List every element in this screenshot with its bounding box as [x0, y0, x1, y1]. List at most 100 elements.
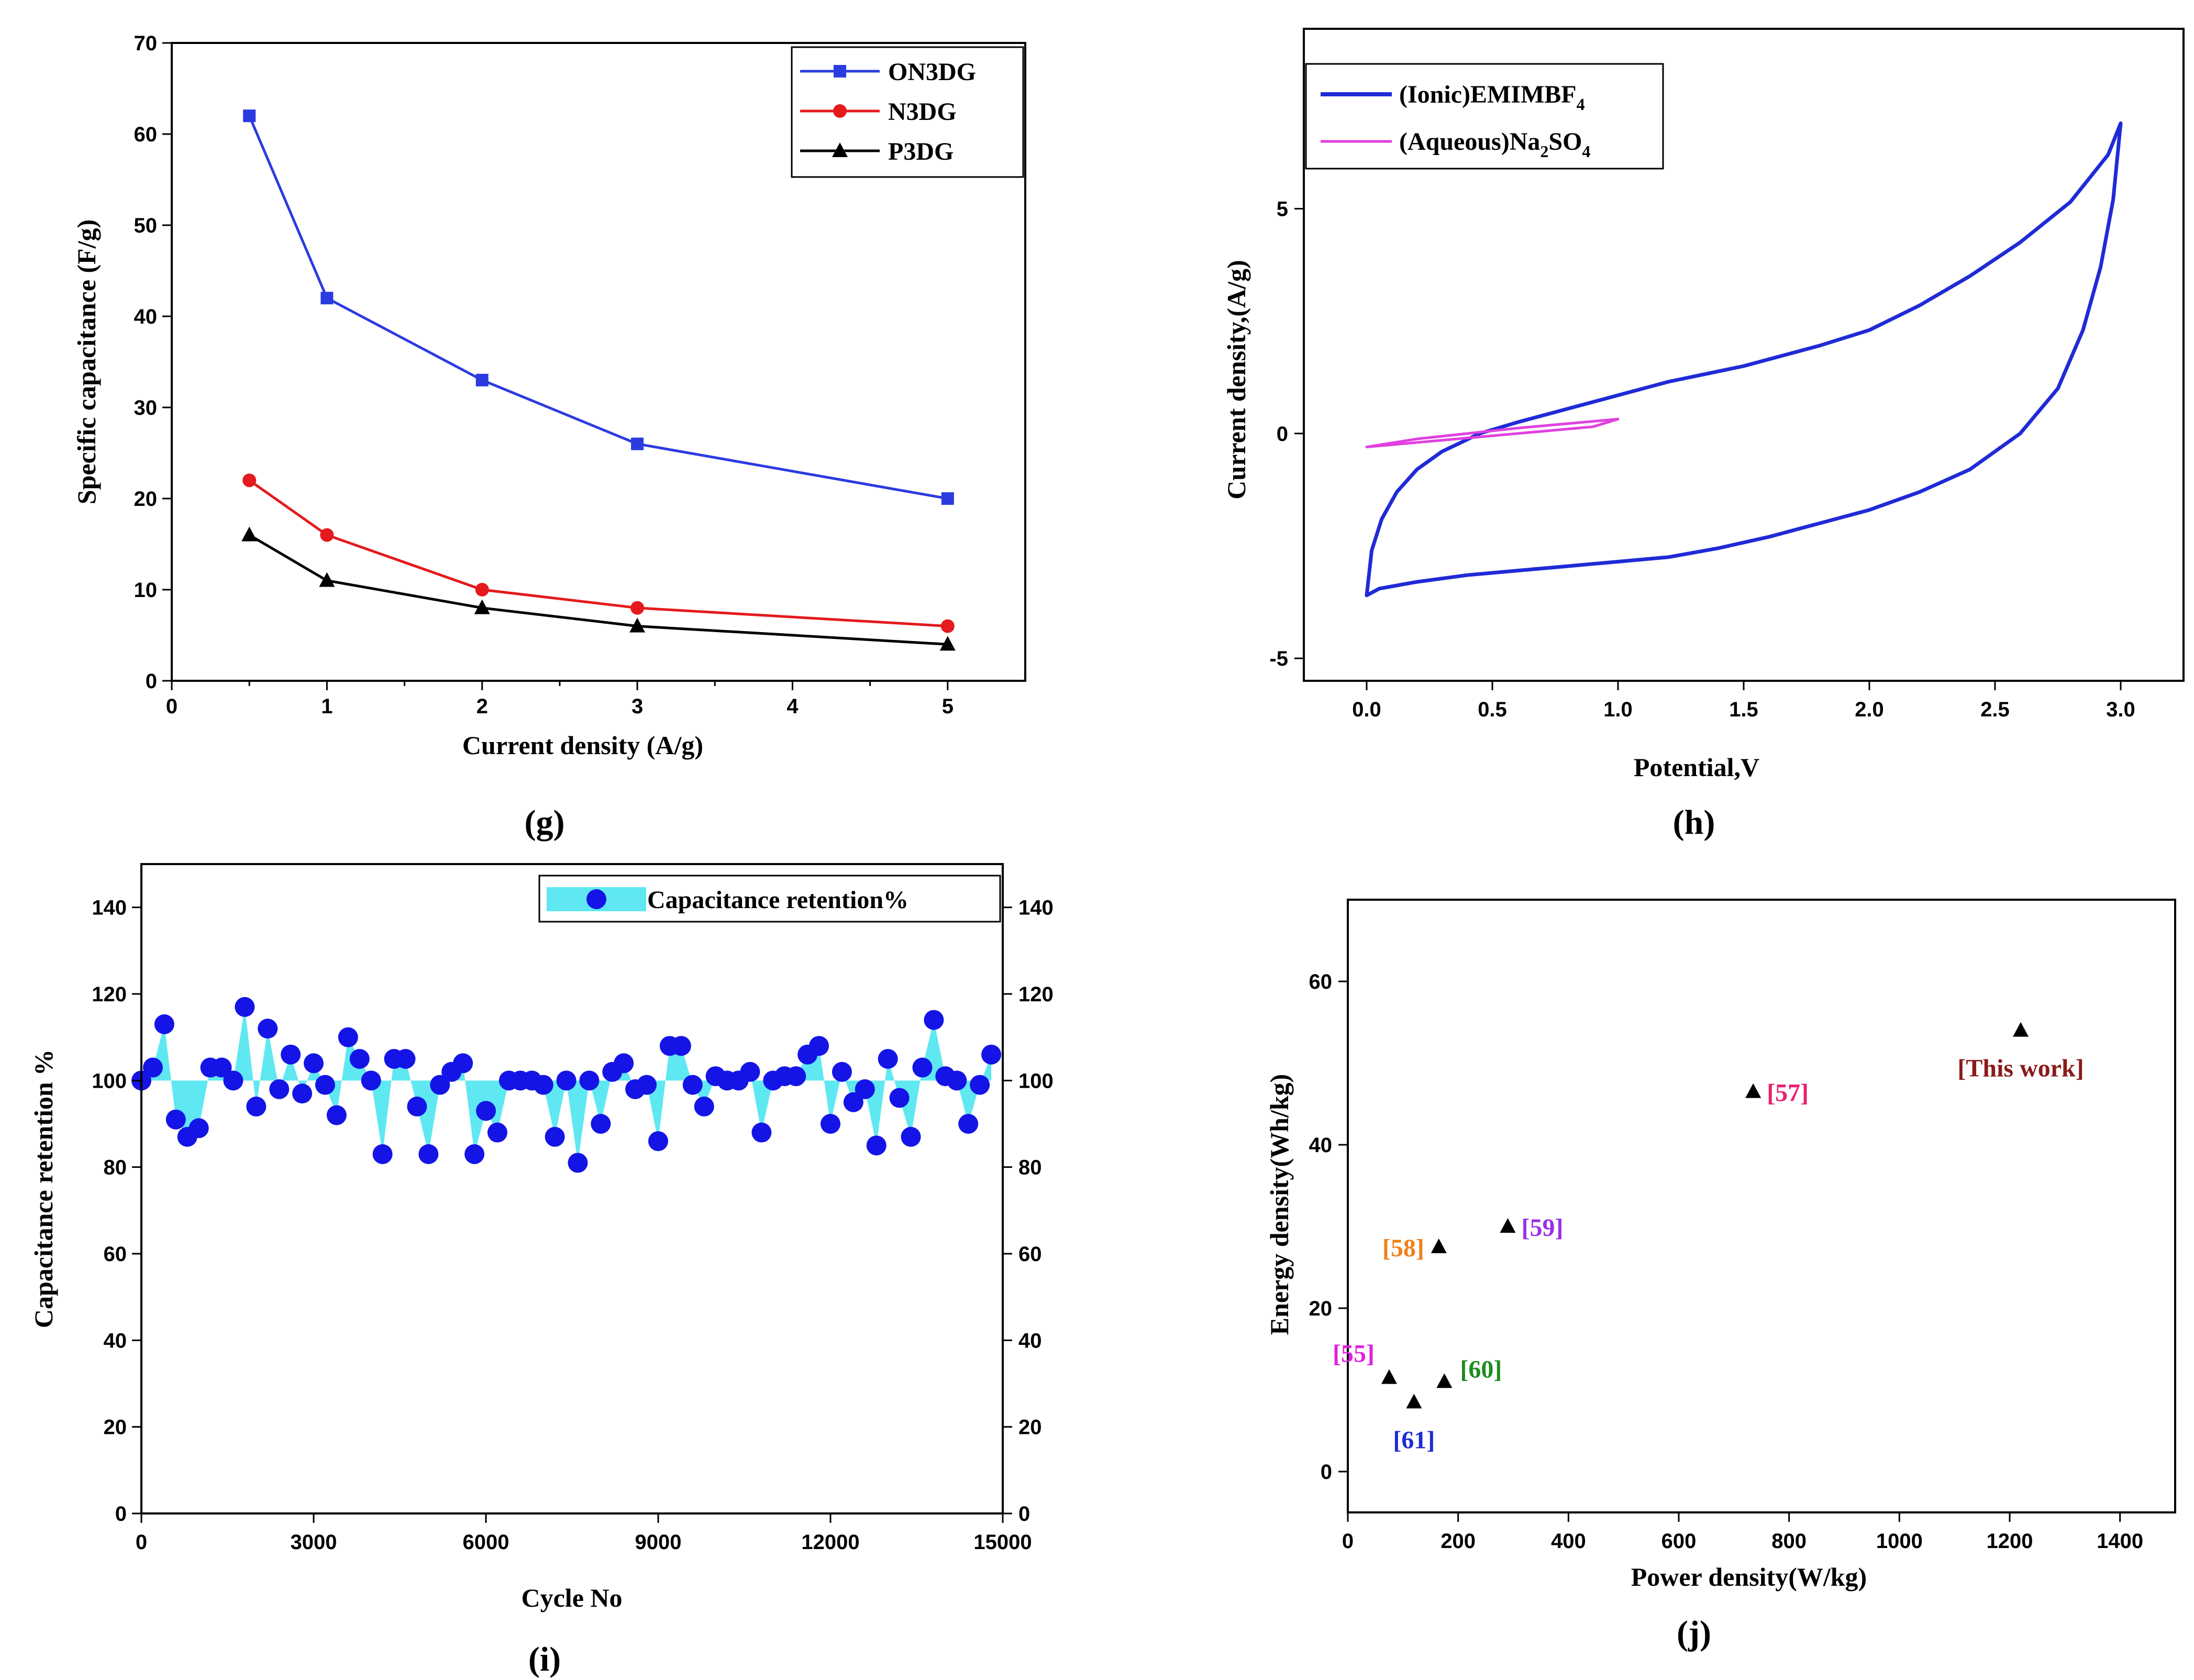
i-retention-point	[924, 1010, 944, 1030]
g-n3dg-point	[320, 528, 334, 542]
h-y-tick-label: -5	[1269, 647, 1288, 670]
j-data-point	[1745, 1083, 1761, 1098]
j-y-tick-label: 60	[1309, 970, 1333, 993]
h-legend-box	[1305, 63, 1664, 170]
i-retention-point	[832, 1062, 852, 1082]
g-x-tick-label: 4	[786, 695, 799, 718]
i-retention-point	[809, 1036, 829, 1056]
g-legend-marker-on3dg	[834, 65, 846, 78]
i-retention-point	[958, 1114, 979, 1134]
g-y-tick-label: 0	[146, 670, 157, 693]
h-x-tick-label: 2.5	[1980, 698, 2010, 721]
i-retention-point	[430, 1075, 450, 1095]
g-on3dg-point	[475, 373, 489, 386]
g-series-line-n3dg	[248, 479, 948, 628]
j-x-tick-label: 1200	[1987, 1530, 2033, 1553]
j-data-point	[2013, 1022, 2029, 1037]
g-panel-label: (g)	[525, 803, 565, 842]
h-y-axis-label: Current density,(A/g)	[1222, 260, 1251, 499]
h-x-tick-label: 0.0	[1352, 698, 1381, 721]
g-p3dg-point	[319, 572, 335, 587]
i-retention-point	[648, 1131, 668, 1152]
g-plot-frame	[171, 42, 1026, 682]
i-retention-point	[786, 1066, 806, 1087]
i-retention-point	[487, 1122, 507, 1143]
g-n3dg-point	[630, 601, 645, 615]
i-retention-point	[751, 1122, 772, 1143]
g-legend-label-p3dg: P3DG	[888, 138, 954, 165]
j-x-tick-label: 800	[1771, 1530, 1807, 1553]
i-y-tick-label-left: 140	[92, 897, 127, 920]
i-y-tick-label-right: 40	[1018, 1329, 1042, 1352]
g-y-tick-label: 40	[134, 305, 158, 328]
i-retention-point	[981, 1044, 1002, 1065]
i-x-axis-label: Cycle No	[522, 1583, 623, 1612]
g-legend-marker-p3dg	[832, 142, 848, 157]
i-retention-point	[866, 1135, 887, 1156]
h-x-tick-label: 1.0	[1603, 698, 1633, 721]
i-retention-point	[407, 1096, 427, 1117]
i-retention-point	[418, 1144, 439, 1164]
i-retention-point	[694, 1096, 714, 1117]
i-y-tick-label-left: 100	[92, 1069, 127, 1092]
i-retention-point	[326, 1105, 347, 1125]
h-x-tick-label: 2.0	[1855, 698, 1884, 721]
j-y-axis-label: Energy density(Wh/kg)	[1265, 1074, 1294, 1335]
g-y-tick-label: 50	[134, 214, 158, 237]
j-y-tick-label: 40	[1309, 1134, 1333, 1157]
i-retention-point	[614, 1053, 634, 1074]
j-data-point	[1436, 1373, 1453, 1388]
h-x-axis-label: Potential,V	[1634, 753, 1759, 782]
j-x-tick-label: 1400	[2097, 1530, 2143, 1553]
j-x-tick-label: 400	[1551, 1530, 1586, 1553]
i-retention-point	[855, 1079, 875, 1099]
g-x-tick-label: 3	[631, 695, 643, 718]
g-y-tick-label: 30	[134, 396, 158, 419]
i-retention-point	[464, 1144, 485, 1164]
i-retention-point	[947, 1070, 967, 1091]
h-y-tick-label: 0	[1277, 423, 1288, 446]
j-y-tick-label: 20	[1309, 1297, 1333, 1320]
i-retention-point	[338, 1027, 358, 1047]
g-x-tick-label: 0	[166, 695, 178, 718]
j-point-label: [61]	[1393, 1426, 1435, 1454]
i-y-tick-label-right: 60	[1018, 1243, 1042, 1266]
i-y-axis-label: Capacitance retention %	[29, 1049, 58, 1328]
g-p3dg-point	[629, 617, 646, 633]
panel-h: 0.0 0.5 1.0 1.5 2.0 2.5 3.0 -5 0 5 (Ionic)EMIMBF4…	[1222, 28, 2185, 842]
i-retention-point	[235, 997, 255, 1017]
i-y-tick-label-left: 120	[92, 983, 127, 1006]
j-x-tick-label: 200	[1440, 1530, 1476, 1553]
h-x-tick-label: 0.5	[1478, 698, 1507, 721]
j-point-label: [58]	[1382, 1234, 1424, 1262]
h-panel-label: (h)	[1673, 803, 1715, 842]
j-data-point	[1431, 1239, 1447, 1253]
i-retention-point	[556, 1070, 577, 1091]
i-retention-point	[843, 1092, 863, 1112]
i-retention-point	[269, 1079, 290, 1099]
i-x-tick-label: 0	[136, 1531, 147, 1554]
j-panel-label: (j)	[1677, 1614, 1711, 1652]
h-cv-curve-ionic	[1365, 121, 2123, 598]
g-legend-marker-n3dg	[833, 104, 847, 118]
i-legend-label: Capacitance retention%	[647, 886, 908, 914]
g-y-tick-label: 20	[134, 488, 158, 511]
i-retention-point	[349, 1049, 370, 1069]
i-y-tick-label-right: 120	[1018, 983, 1054, 1006]
j-x-tick-label: 1000	[1876, 1530, 1923, 1553]
j-x-axis-label: Power density(W/kg)	[1631, 1562, 1867, 1591]
g-p3dg-point	[241, 526, 258, 541]
i-x-tick-label: 15000	[973, 1531, 1032, 1554]
j-plot-frame	[1347, 899, 2176, 1513]
i-retention-point	[315, 1075, 335, 1095]
g-p3dg-point	[474, 599, 490, 614]
i-retention-point	[292, 1084, 313, 1104]
i-retention-point	[821, 1114, 840, 1134]
h-cv-curve-aqueous	[1365, 417, 1620, 448]
i-retention-point	[579, 1070, 600, 1091]
j-data-point	[1381, 1369, 1397, 1384]
g-on3dg-point	[320, 292, 334, 305]
i-plot-frame	[140, 863, 1004, 1515]
